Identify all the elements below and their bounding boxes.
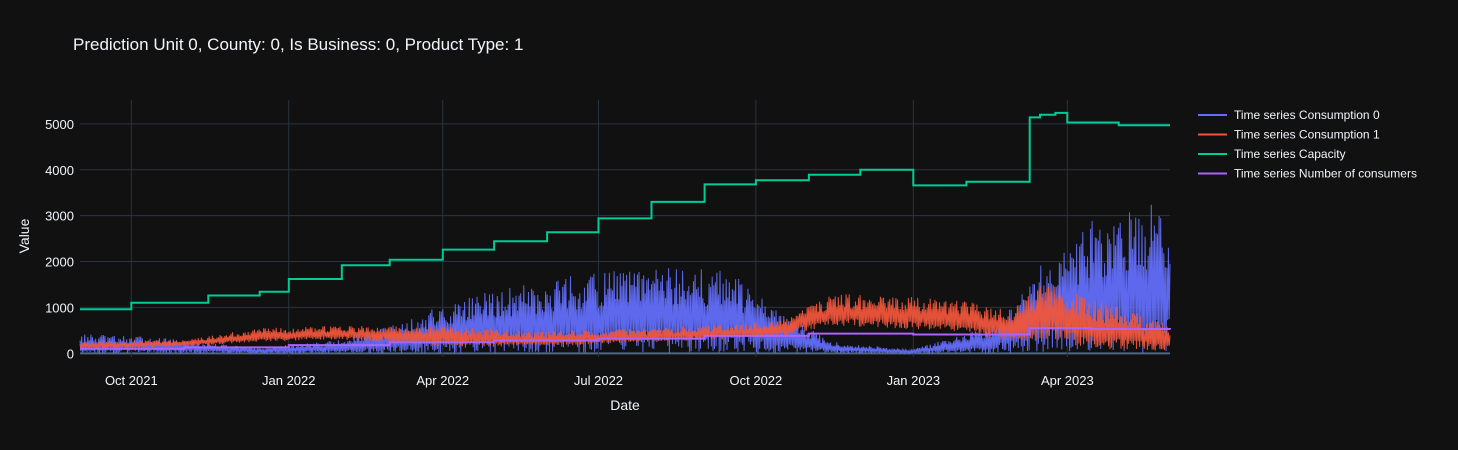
x-tick-label: Apr 2022 [416,373,469,388]
series-layer [79,111,1171,356]
series-line-time-series-consumption-1 [79,285,1171,351]
y-axis-ticks: 0 1000 2000 3000 4000 5000 [45,117,74,361]
x-tick-label: Oct 2021 [105,373,158,388]
series-line-time-series-capacity [80,111,1170,311]
x-tick-label: Apr 2023 [1041,373,1094,388]
x-tick-label: Jan 2022 [262,373,316,388]
grid [80,100,1170,357]
series-line-time-series-number-of-consumers [80,327,1171,350]
y-axis-label: Value [16,218,32,253]
x-tick-label: Jul 2022 [574,373,623,388]
legend-label[interactable]: Time series Number of consumers [1234,167,1417,181]
series-line-time-series-consumption-0 [79,204,1171,356]
legend-label[interactable]: Time series Consumption 0 [1234,108,1380,122]
x-axis-ticks: Oct 2021 Jan 2022 Apr 2022 Jul 2022 Oct 2022… [105,373,1094,388]
x-tick-label: Jan 2023 [887,373,941,388]
y-tick-label: 1000 [45,300,74,315]
legend-label[interactable]: Time series Consumption 1 [1234,128,1380,142]
x-tick-label: Oct 2022 [730,373,783,388]
y-tick-label: 2000 [45,255,74,270]
legend-label[interactable]: Time series Capacity [1234,147,1346,161]
y-tick-label: 0 [67,346,74,361]
y-tick-label: 5000 [45,117,74,132]
legend: Time series Consumption 0 Time series Con… [1198,108,1417,181]
y-tick-label: 3000 [45,209,74,224]
y-tick-label: 4000 [45,163,74,178]
x-axis-label: Date [610,397,640,413]
chart-title: Prediction Unit 0, County: 0, Is Busines… [73,35,523,54]
